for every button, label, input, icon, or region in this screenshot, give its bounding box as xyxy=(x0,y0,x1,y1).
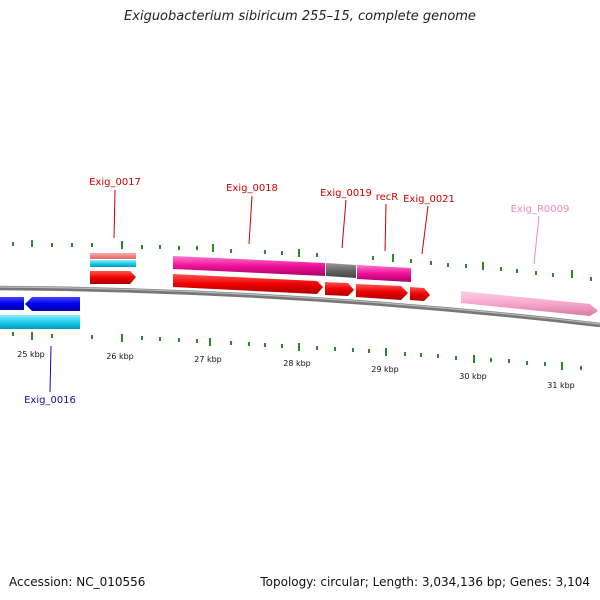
kbp-label-27: 27 kbp xyxy=(194,355,222,364)
gene-block-cyan-lower[interactable] xyxy=(0,315,80,329)
kbp-label-25: 25 kbp xyxy=(17,350,45,359)
map-title: Exiguobacterium sibiricum 255–15, comple… xyxy=(124,9,476,24)
gene-arrow-exig-0018[interactable] xyxy=(173,274,323,294)
gene-labels: Exig_0017 Exig_0018 Exig_0019 recR Exig_… xyxy=(24,177,569,406)
kbp-label-29: 29 kbp xyxy=(371,365,399,374)
gene-label-exig-r0009[interactable]: Exig_R0009 xyxy=(511,204,570,215)
genome-stats-text: Topology: circular; Length: 3,034,136 bp… xyxy=(260,575,590,589)
lower-tick-track xyxy=(12,332,582,370)
gene-label-exig-0017[interactable]: Exig_0017 xyxy=(89,177,141,188)
gene-arrow-exig-0021[interactable] xyxy=(410,287,430,301)
gene-block-magenta-right[interactable] xyxy=(357,265,411,282)
gene-label-exig-0016[interactable]: Exig_0016 xyxy=(24,395,76,406)
gene-block-blue-left[interactable] xyxy=(0,297,24,310)
feature-row-outer xyxy=(90,253,411,282)
gene-label-recR[interactable]: recR xyxy=(376,192,399,203)
kbp-label-28: 28 kbp xyxy=(283,359,311,368)
gene-arrow-exig-0016[interactable] xyxy=(25,297,80,311)
gene-block-cyan-small[interactable] xyxy=(90,260,136,267)
gene-label-exig-0019[interactable]: Exig_0019 xyxy=(320,188,372,199)
gene-arrow-exig-0017[interactable] xyxy=(90,271,136,284)
gene-arrow-exig-0019[interactable] xyxy=(325,282,354,296)
gene-block-gray[interactable] xyxy=(326,263,356,278)
accession-text: Accession: NC_010556 xyxy=(9,575,146,589)
label-leaders xyxy=(49,189,540,393)
kbp-labels: 25 kbp 26 kbp 27 kbp 28 kbp 29 kbp 30 kb… xyxy=(17,350,575,390)
gene-block-exig-0018[interactable] xyxy=(173,256,325,276)
genome-backbone xyxy=(0,285,600,328)
feature-row-lower xyxy=(0,297,80,329)
gene-arrow-recR[interactable] xyxy=(356,284,408,300)
feature-row-inner-red xyxy=(90,271,430,301)
gene-label-exig-0018[interactable]: Exig_0018 xyxy=(226,183,278,194)
upper-tick-track xyxy=(12,240,592,281)
gene-block-salmon[interactable] xyxy=(90,253,136,259)
kbp-label-30: 30 kbp xyxy=(459,372,487,381)
kbp-label-31: 31 kbp xyxy=(547,381,575,390)
gene-label-exig-0021[interactable]: Exig_0021 xyxy=(403,194,455,205)
gene-arrow-exig-r0009[interactable] xyxy=(461,291,598,316)
kbp-label-26: 26 kbp xyxy=(106,352,134,361)
